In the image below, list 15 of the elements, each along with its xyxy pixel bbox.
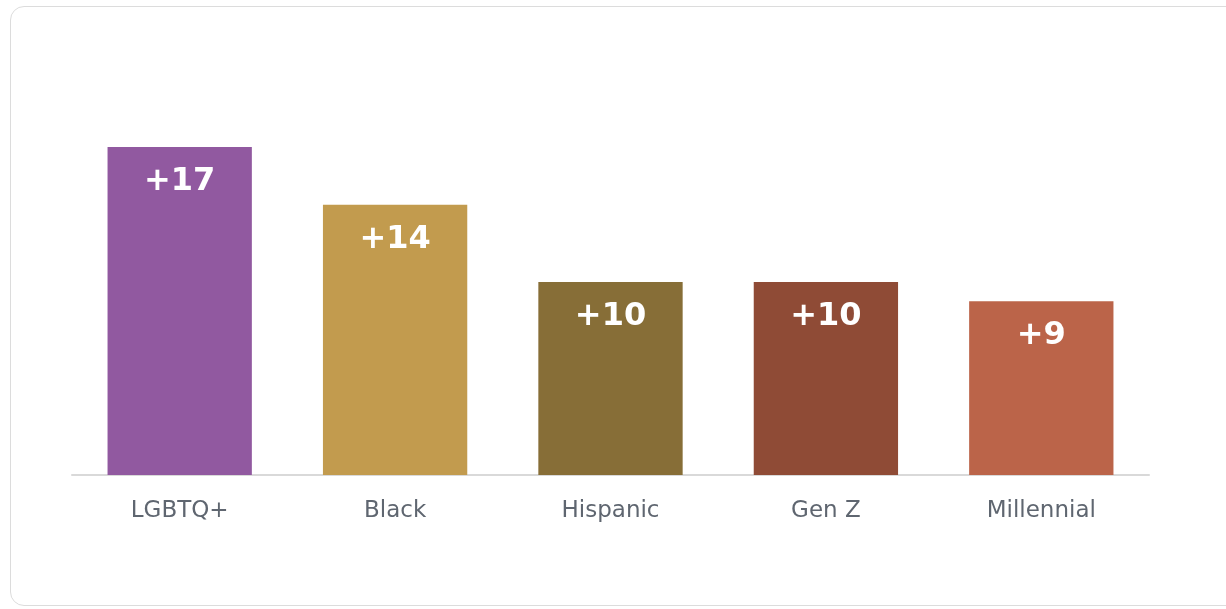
bar [969, 301, 1114, 475]
x-tick-label: Hispanic [561, 495, 660, 522]
data-label: +10 [574, 295, 647, 333]
x-tick-label: LGBTQ+ [130, 495, 229, 522]
data-label: +9 [1016, 314, 1066, 353]
bar [107, 146, 252, 475]
bar [753, 282, 899, 475]
bar [538, 282, 683, 475]
x-tick-label: Millennial [986, 495, 1096, 522]
x-tick-label: Black [363, 495, 427, 522]
x-tick-label: Gen Z [791, 495, 861, 522]
data-label: +14 [359, 217, 431, 256]
data-label: +17 [144, 159, 216, 198]
data-label: +10 [790, 295, 862, 333]
bar [322, 204, 468, 475]
